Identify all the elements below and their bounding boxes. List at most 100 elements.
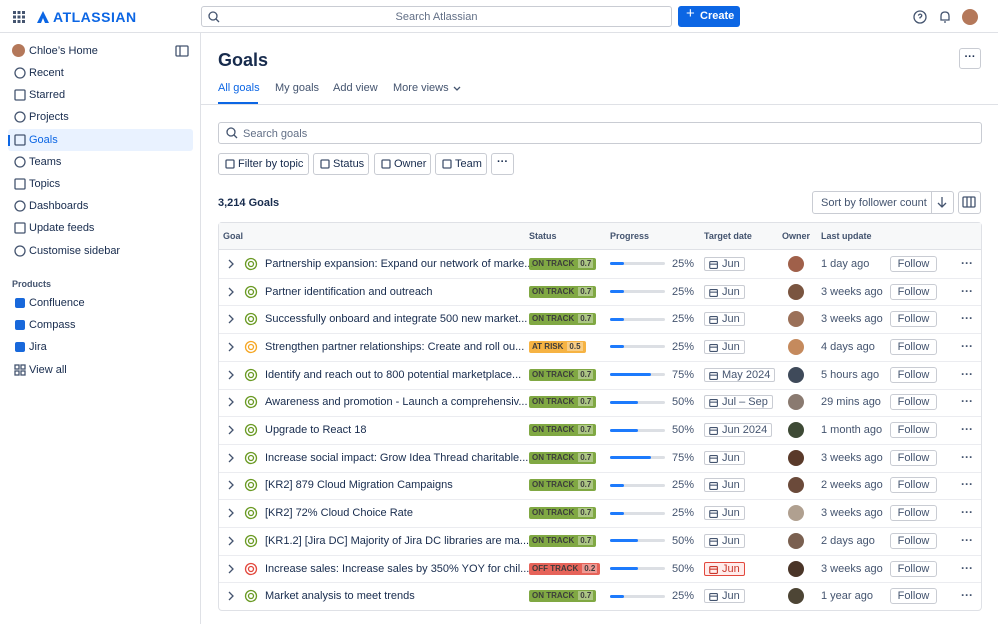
expand-row[interactable] — [224, 395, 238, 409]
product-item[interactable]: View all — [29, 363, 67, 376]
goal-name[interactable]: [KR2] 879 Cloud Migration Campaigns — [265, 479, 453, 492]
create-button[interactable]: Create — [678, 6, 740, 27]
filter-label[interactable]: Team — [455, 158, 482, 170]
column-header[interactable]: Goal — [223, 231, 244, 241]
sidebar-item[interactable]: Dashboards — [29, 200, 89, 213]
row-actions[interactable]: ··· — [961, 477, 973, 492]
follow-button[interactable]: Follow — [890, 505, 937, 522]
owner-avatar[interactable] — [788, 338, 804, 355]
owner-avatar[interactable] — [788, 311, 804, 328]
row-actions[interactable]: ··· — [961, 560, 973, 575]
target-date[interactable]: Jul – Sep — [704, 395, 773, 410]
owner-avatar[interactable] — [788, 394, 804, 411]
column-header[interactable]: Owner — [782, 231, 811, 241]
target-date[interactable]: Jun — [704, 506, 745, 521]
goal-name[interactable]: Increase sales: Increase sales by 350% Y… — [265, 562, 530, 575]
follow-button[interactable]: Follow — [890, 338, 937, 355]
expand-row[interactable] — [224, 312, 238, 326]
sidebar-item[interactable]: Starred — [29, 89, 66, 102]
owner-avatar[interactable] — [788, 255, 804, 272]
product-item[interactable]: Jira — [29, 341, 47, 354]
target-date[interactable]: Jun — [704, 312, 745, 327]
expand-row[interactable] — [224, 562, 238, 576]
follow-button[interactable]: Follow — [890, 422, 937, 438]
goal-name[interactable]: Successfully onboard and integrate 500 n… — [265, 313, 528, 326]
follow-button[interactable]: Follow — [890, 366, 937, 383]
goal-name[interactable]: Market analysis to meet trends — [265, 590, 415, 603]
search-box[interactable] — [201, 6, 672, 27]
column-header[interactable]: Progress — [610, 231, 650, 241]
column-header[interactable]: Target date — [704, 231, 752, 241]
sidebar-item[interactable]: Goals — [29, 133, 58, 146]
row-actions[interactable]: ··· — [961, 283, 973, 298]
target-date[interactable]: Jun — [704, 284, 745, 299]
filter-button[interactable] — [374, 153, 431, 175]
row-actions[interactable]: ··· — [961, 366, 973, 381]
target-date[interactable]: Jun — [704, 339, 745, 354]
row-actions[interactable]: ··· — [961, 255, 973, 270]
row-actions[interactable]: ··· — [961, 588, 973, 603]
sort-label[interactable]: Sort by follower count — [821, 197, 927, 209]
sort-direction[interactable] — [935, 195, 949, 209]
search-placeholder[interactable]: Search Atlassian — [395, 11, 478, 23]
target-date[interactable]: Jun — [704, 561, 745, 576]
expand-row[interactable] — [224, 451, 238, 465]
owner-avatar[interactable] — [788, 588, 804, 605]
row-actions[interactable]: ··· — [961, 449, 973, 464]
sidebar-item[interactable]: Customise sidebar — [29, 244, 121, 257]
profile-avatar[interactable] — [962, 9, 978, 25]
filter-button[interactable] — [313, 153, 369, 175]
expand-row[interactable] — [224, 257, 238, 271]
target-date[interactable]: May 2024 — [704, 367, 776, 382]
goal-name[interactable]: Partnership expansion: Expand our networ… — [265, 257, 534, 270]
owner-avatar[interactable] — [788, 532, 804, 549]
target-date[interactable]: Jun — [704, 450, 745, 465]
help-icon[interactable] — [913, 10, 927, 24]
follow-button[interactable]: Follow — [890, 449, 937, 466]
tab[interactable]: Add view — [333, 82, 378, 94]
product-item[interactable]: Compass — [29, 319, 76, 332]
tab[interactable]: All goals — [218, 82, 260, 94]
row-actions[interactable]: ··· — [961, 394, 973, 409]
tab-chevron[interactable] — [450, 81, 464, 95]
filter-label[interactable]: Filter by topic — [238, 158, 304, 170]
owner-avatar[interactable] — [788, 560, 804, 577]
row-actions[interactable]: ··· — [961, 311, 973, 326]
notifications-icon[interactable] — [938, 10, 952, 24]
follow-button[interactable]: Follow — [890, 283, 937, 300]
follow-button[interactable]: Follow — [890, 394, 937, 411]
expand-row[interactable] — [224, 340, 238, 354]
filter-more[interactable]: ··· — [491, 153, 514, 175]
sidebar-item[interactable]: Projects — [29, 111, 69, 124]
expand-row[interactable] — [224, 589, 238, 603]
row-actions[interactable]: ··· — [961, 422, 973, 436]
sidebar-item[interactable]: Update feeds — [29, 222, 95, 235]
sidebar-item[interactable]: Recent — [29, 67, 64, 79]
expand-row[interactable] — [224, 285, 238, 299]
follow-button[interactable]: Follow — [890, 477, 937, 494]
target-date[interactable]: Jun — [704, 533, 745, 548]
row-actions[interactable]: ··· — [961, 338, 973, 353]
expand-row[interactable] — [224, 506, 238, 520]
expand-row[interactable] — [224, 534, 238, 548]
sidebar-home[interactable]: Chloe’s Home — [29, 45, 98, 57]
sort-button[interactable] — [812, 191, 954, 214]
filter-button[interactable] — [218, 153, 309, 175]
follow-button[interactable]: Follow — [890, 311, 937, 328]
filter-label[interactable]: Status — [333, 158, 365, 170]
owner-avatar[interactable] — [788, 449, 804, 466]
owner-avatar[interactable] — [788, 505, 804, 522]
follow-button[interactable]: Follow — [890, 532, 937, 549]
row-actions[interactable]: ··· — [961, 505, 973, 520]
goal-name[interactable]: Increase social impact: Grow Idea Thread… — [265, 451, 529, 464]
sidebar-item[interactable]: Topics — [29, 178, 61, 190]
product-item[interactable]: Confluence — [29, 297, 85, 309]
goal-name[interactable]: Upgrade to React 18 — [265, 424, 367, 436]
column-header[interactable]: Status — [529, 231, 557, 241]
more-actions[interactable]: ··· — [959, 48, 981, 69]
goal-name[interactable]: Strengthen partner relationships: Create… — [265, 340, 525, 353]
sidebar-item[interactable]: Teams — [29, 155, 62, 168]
tab[interactable]: More views — [393, 82, 449, 94]
row-actions[interactable]: ··· — [961, 532, 973, 547]
goal-name[interactable]: Identify and reach out to 800 potential … — [265, 368, 522, 381]
